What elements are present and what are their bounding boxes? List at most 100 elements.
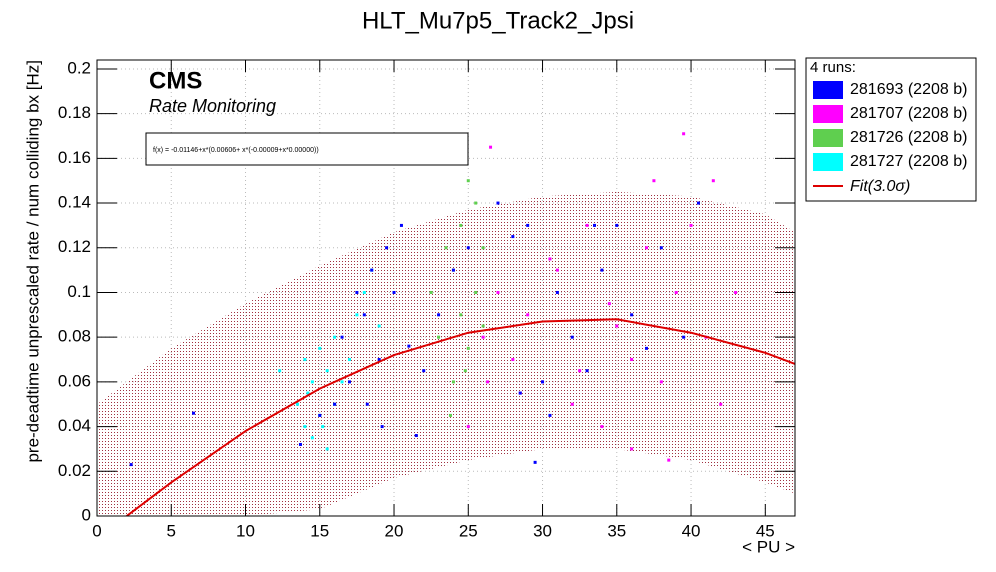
data-point xyxy=(578,369,582,373)
y-tick-label: 0.16 xyxy=(58,148,91,167)
data-point xyxy=(696,201,700,205)
legend-swatch xyxy=(813,105,843,123)
data-point xyxy=(385,246,389,250)
data-point xyxy=(600,268,604,272)
y-tick-label: 0.04 xyxy=(58,416,91,435)
data-point xyxy=(192,411,196,415)
plot-area xyxy=(97,132,795,516)
legend-label: 281727 (2208 b) xyxy=(850,153,967,170)
data-point xyxy=(585,223,589,227)
data-point xyxy=(355,290,359,294)
y-tick-label: 0.14 xyxy=(58,193,91,212)
data-point xyxy=(377,358,381,362)
data-point xyxy=(463,369,467,373)
x-tick-label: 20 xyxy=(385,521,404,540)
formula-box xyxy=(145,132,469,166)
x-tick-label: 35 xyxy=(607,521,626,540)
data-point xyxy=(682,335,686,339)
data-point xyxy=(481,246,485,250)
subtitle: Rate Monitoring xyxy=(149,96,276,116)
data-point xyxy=(437,335,441,339)
data-point xyxy=(422,369,426,373)
fit-band xyxy=(97,191,795,516)
y-tick-label: 0.12 xyxy=(58,237,91,256)
legend-swatch xyxy=(813,81,843,99)
data-point xyxy=(333,402,337,406)
data-point xyxy=(399,223,403,227)
data-point xyxy=(711,179,715,183)
x-tick-label: 30 xyxy=(533,521,552,540)
data-point xyxy=(340,380,344,384)
data-point xyxy=(347,358,351,362)
data-point xyxy=(474,201,478,205)
x-tick-label: 0 xyxy=(92,521,101,540)
data-point xyxy=(734,290,738,294)
y-tick-label: 0.06 xyxy=(58,371,91,390)
legend-label: Fit(3.0σ) xyxy=(850,178,910,195)
data-point xyxy=(318,413,322,417)
data-point xyxy=(555,290,559,294)
data-point xyxy=(489,145,493,149)
data-point xyxy=(310,436,314,440)
data-point xyxy=(370,268,374,272)
data-point xyxy=(466,246,470,250)
data-point xyxy=(496,290,500,294)
y-tick-label: 0.02 xyxy=(58,461,91,480)
data-point xyxy=(466,346,470,350)
data-point xyxy=(481,335,485,339)
cms-label: CMS xyxy=(149,67,202,94)
data-point xyxy=(548,413,552,417)
data-point xyxy=(548,257,552,261)
data-point xyxy=(392,290,396,294)
data-point xyxy=(303,425,307,429)
legend-swatch xyxy=(813,129,843,147)
y-axis-title: pre-deadtime unprescaled rate / num coll… xyxy=(23,60,42,463)
data-point xyxy=(555,268,559,272)
data-point xyxy=(444,246,448,250)
data-point xyxy=(298,442,302,446)
data-point xyxy=(689,223,693,227)
data-point xyxy=(451,380,455,384)
data-point xyxy=(347,380,351,384)
data-point xyxy=(644,346,648,350)
y-tick-label: 0 xyxy=(82,505,91,524)
data-point xyxy=(659,246,663,250)
data-point xyxy=(380,425,384,429)
data-point xyxy=(526,313,530,317)
data-point xyxy=(630,358,634,362)
x-tick-label: 40 xyxy=(682,521,701,540)
data-point xyxy=(295,402,299,406)
data-point xyxy=(474,290,478,294)
data-point xyxy=(303,358,307,362)
legend-label: 281707 (2208 b) xyxy=(850,105,967,122)
data-point xyxy=(325,369,329,373)
x-tick-label: 45 xyxy=(756,521,775,540)
data-point xyxy=(362,290,366,294)
data-point xyxy=(719,402,723,406)
legend-label: 281693 (2208 b) xyxy=(850,81,967,98)
data-point xyxy=(600,425,604,429)
data-point xyxy=(630,447,634,451)
data-point xyxy=(129,463,133,467)
data-point xyxy=(526,223,530,227)
data-point xyxy=(570,335,574,339)
data-point xyxy=(459,313,463,317)
data-point xyxy=(365,402,369,406)
legend-title: 4 runs: xyxy=(810,59,856,76)
data-point xyxy=(448,413,452,417)
data-point xyxy=(533,460,537,464)
data-point xyxy=(682,132,686,136)
data-point xyxy=(630,313,634,317)
data-point xyxy=(306,391,310,395)
formula: f(x) = -0.01146+x*(0.00606+ x*(-0.00009+… xyxy=(153,147,319,154)
data-point xyxy=(414,434,418,438)
data-point xyxy=(496,201,500,205)
data-point xyxy=(481,324,485,328)
data-point xyxy=(667,458,671,462)
data-point xyxy=(333,335,337,339)
data-point xyxy=(466,179,470,183)
data-point xyxy=(644,246,648,250)
data-point xyxy=(310,380,314,384)
data-point xyxy=(466,425,470,429)
y-tick-label: 0.2 xyxy=(67,58,91,77)
